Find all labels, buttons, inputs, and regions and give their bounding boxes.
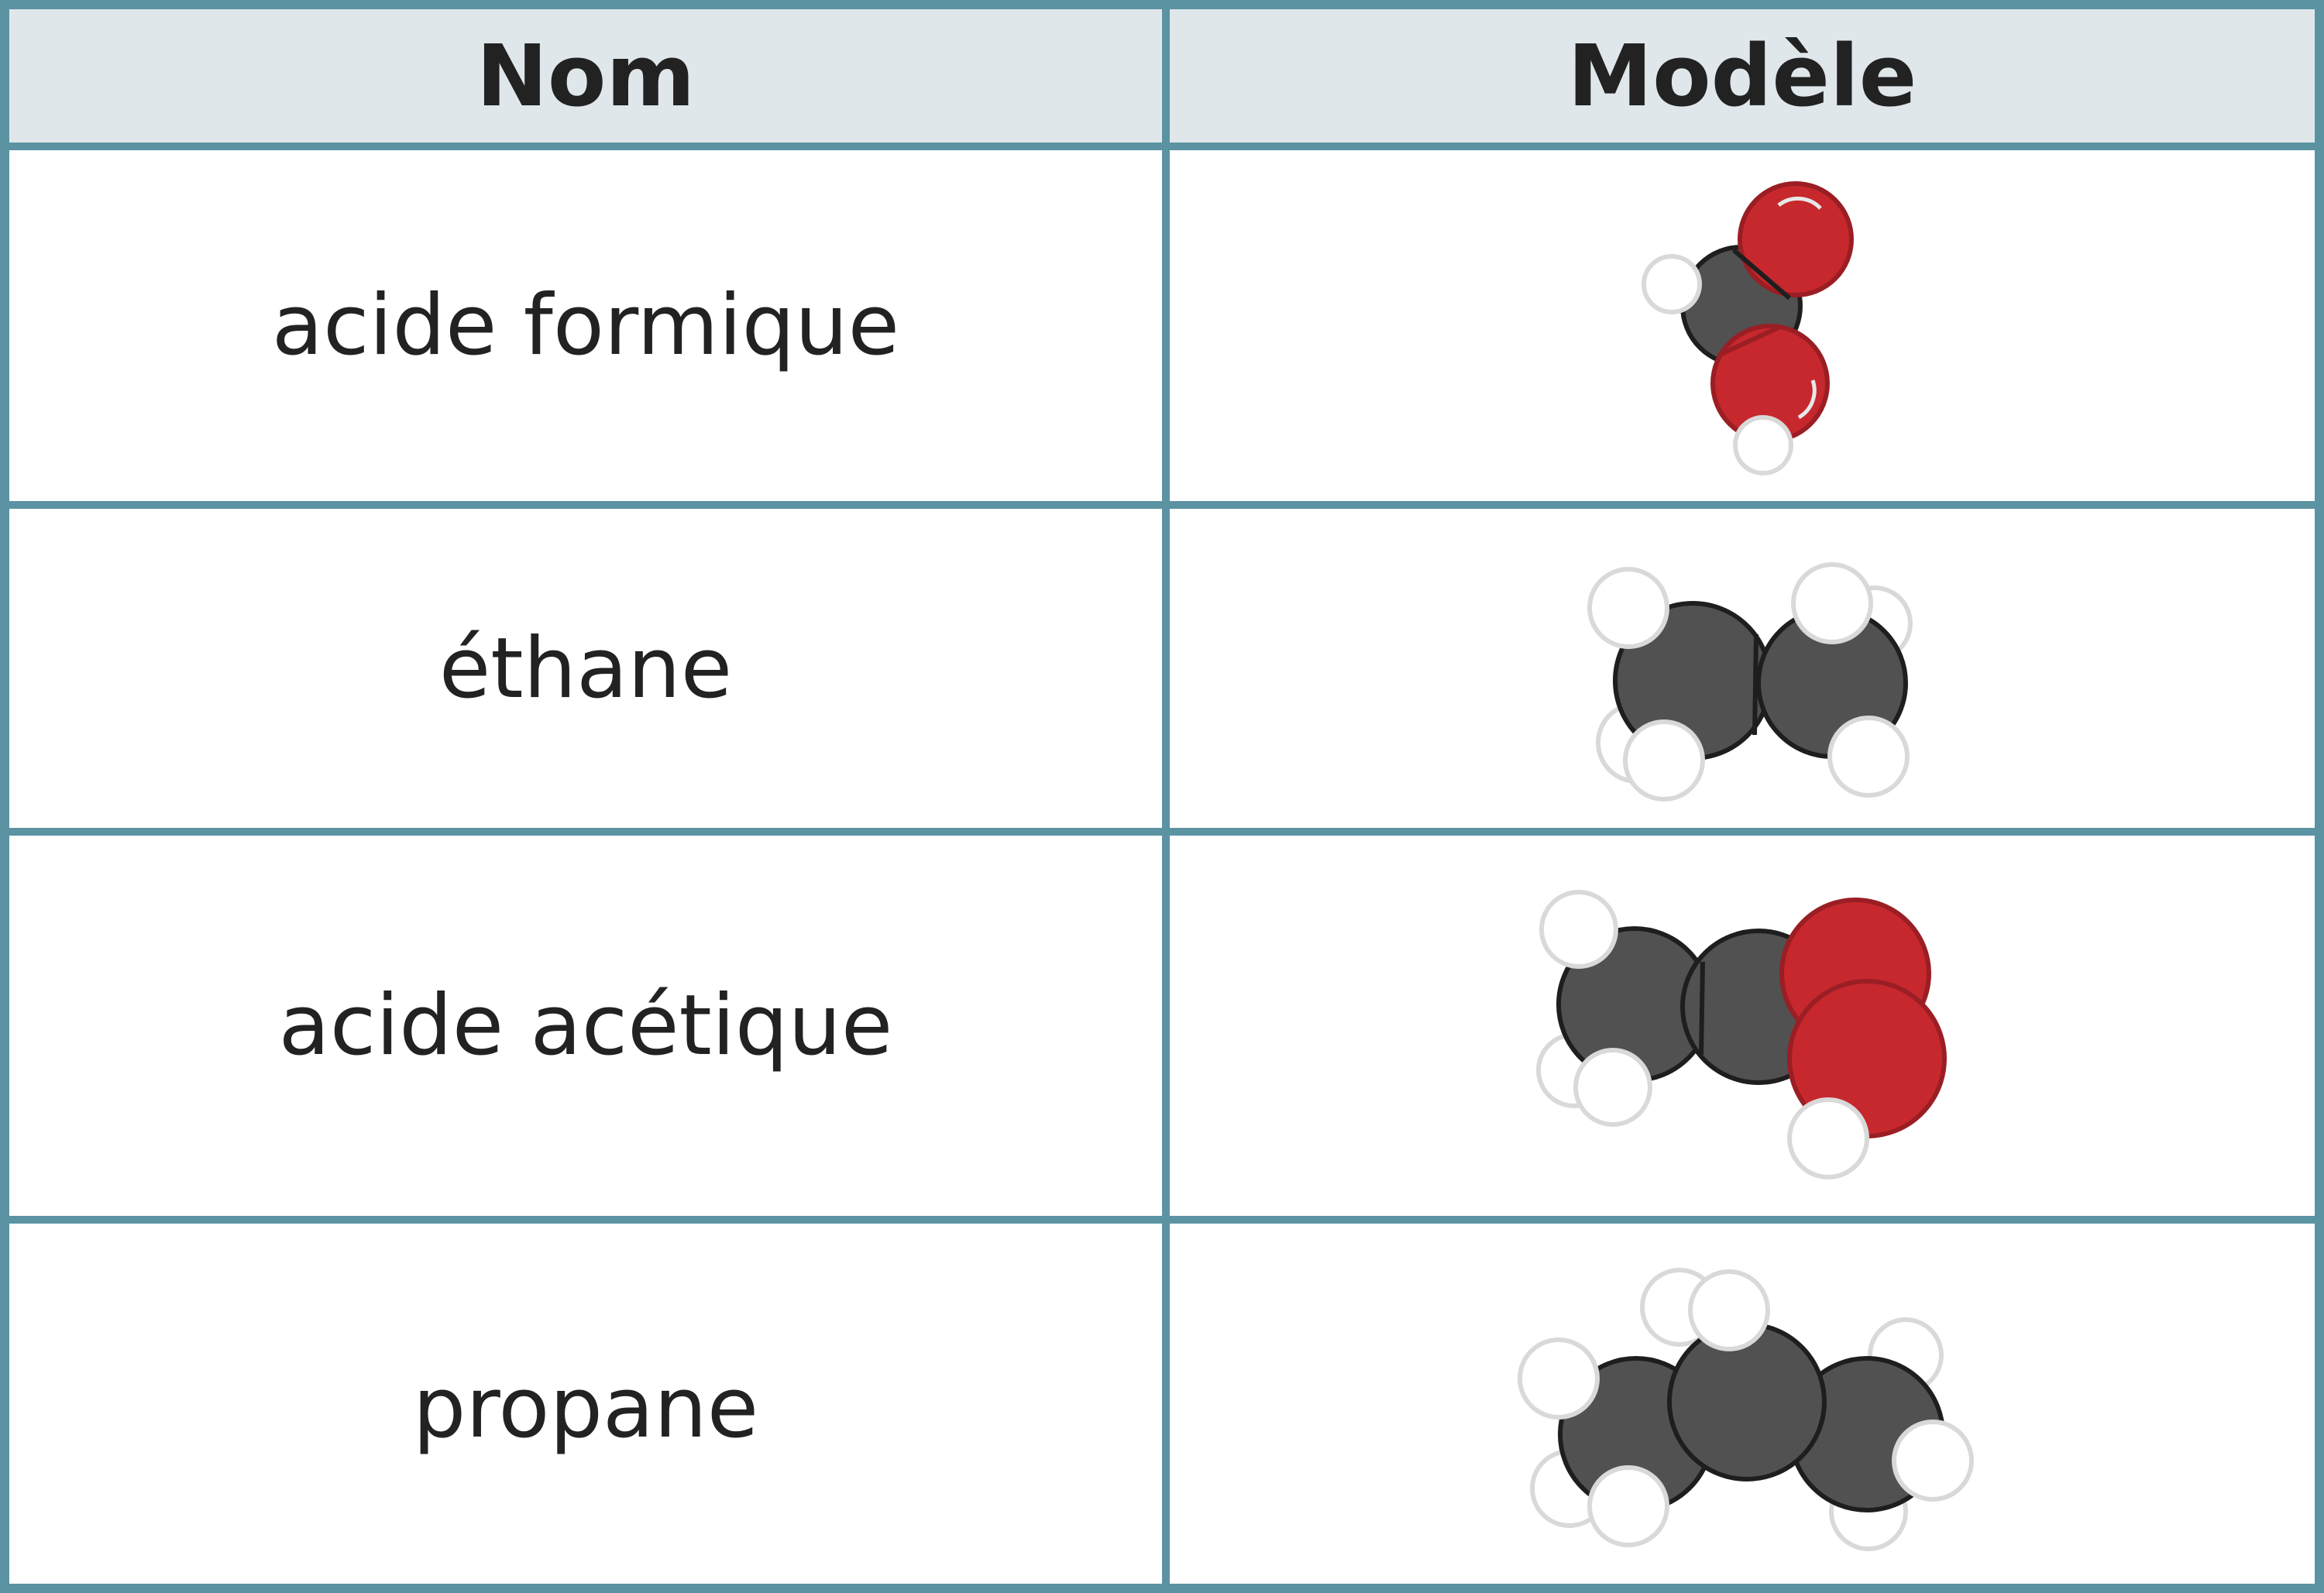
bond-line [1699,961,1705,1056]
hydrogen-atom [1587,567,1669,649]
propane-model [1518,1268,1974,1551]
hydrogen-atom [1587,1465,1669,1547]
hydrogen-atom [1518,1337,1600,1420]
hydrogen-atom [1892,1420,1974,1502]
formic-acid-model [1642,181,1854,475]
hydrogen-atom [1733,415,1793,475]
bond-line [1732,248,1791,300]
column-divider [1162,9,1170,1584]
row-name-propane: propane [412,1360,759,1457]
row-name-ethane: éthane [438,620,733,717]
row-name-acetic-acid: acide acétique [278,977,893,1074]
oxygen-atom [1738,181,1854,297]
hydrogen-atom [1787,1097,1869,1179]
hydrogen-atom [1573,1048,1652,1127]
hydrogen-atom [1623,719,1705,802]
bond-line [1752,633,1758,736]
hydrogen-atom [1642,254,1702,314]
hydrogen-atom [1791,562,1873,644]
column-header-model: Modèle [1567,26,1917,125]
carbon-atom [1667,1322,1827,1481]
ethane-model [1587,562,1913,802]
hydrogen-atom [1688,1269,1770,1351]
column-header-name: Nom [476,26,696,125]
row-name-formic-acid: acide formique [271,277,900,374]
bond-line [1717,325,1780,358]
hydrogen-atom [1827,716,1910,798]
highlight-arc [1797,379,1817,420]
hydrogen-atom [1539,890,1618,969]
highlight-arc [1777,196,1822,210]
acetic-acid-model [1536,890,1947,1179]
